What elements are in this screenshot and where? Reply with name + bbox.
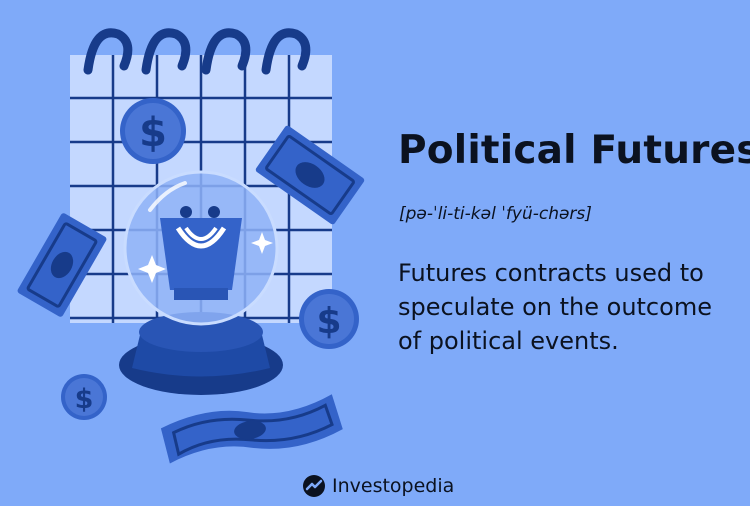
banknote-icon xyxy=(255,125,365,225)
banknote-icon xyxy=(17,213,107,317)
crystal-ball-illustration: $ $ $ xyxy=(17,28,365,464)
brand-logo: Investopedia xyxy=(302,471,454,501)
brand-name: Investopedia xyxy=(332,475,455,497)
dollar-coin-icon: $ xyxy=(61,374,107,420)
dollar-coin-icon: $ xyxy=(299,289,359,349)
term-title: Political Futures xyxy=(398,128,750,173)
investopedia-logo-icon xyxy=(303,475,325,497)
term-pronunciation: [pə-ˈli-ti-kəl ˈfyü-chərs] xyxy=(399,204,592,224)
svg-text:$: $ xyxy=(75,384,94,415)
svg-text:$: $ xyxy=(316,301,341,342)
banknote-icon xyxy=(160,394,343,464)
dollar-coin-icon: $ xyxy=(120,98,186,164)
crystal-ball-base xyxy=(119,312,283,395)
term-definition: Futures contracts used to speculate on t… xyxy=(398,259,712,355)
svg-text:$: $ xyxy=(139,110,167,156)
crystal-ball-icon xyxy=(123,170,279,326)
